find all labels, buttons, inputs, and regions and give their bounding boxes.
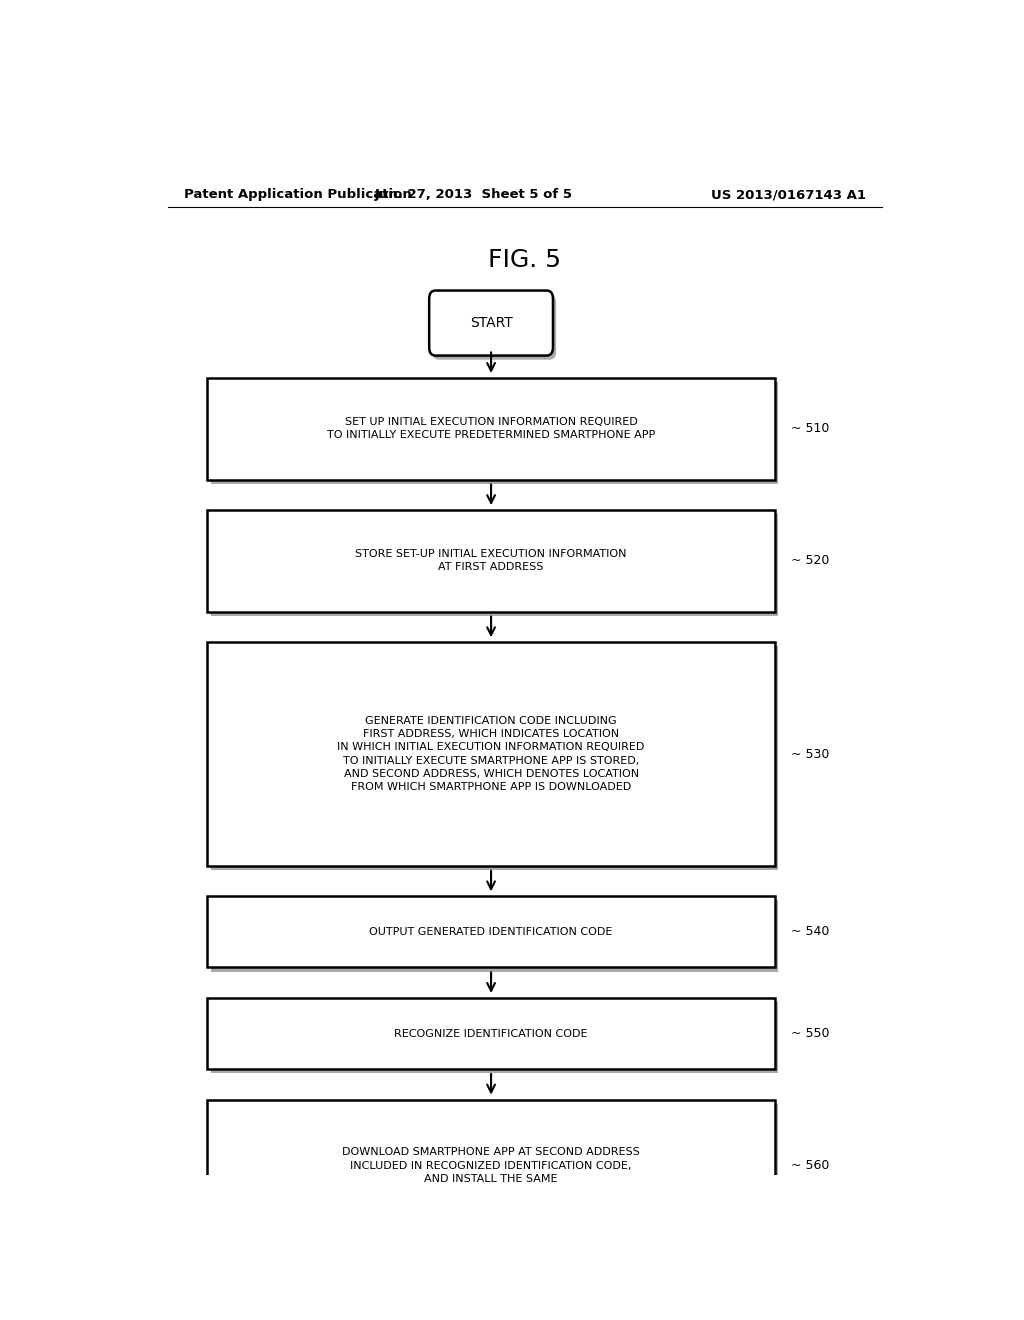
Text: STORE SET-UP INITIAL EXECUTION INFORMATION
AT FIRST ADDRESS: STORE SET-UP INITIAL EXECUTION INFORMATI… — [355, 549, 627, 573]
FancyBboxPatch shape — [207, 510, 775, 611]
Text: US 2013/0167143 A1: US 2013/0167143 A1 — [711, 189, 866, 202]
Text: Jun. 27, 2013  Sheet 5 of 5: Jun. 27, 2013 Sheet 5 of 5 — [374, 189, 572, 202]
Text: OUTPUT GENERATED IDENTIFICATION CODE: OUTPUT GENERATED IDENTIFICATION CODE — [370, 927, 612, 937]
FancyBboxPatch shape — [211, 381, 778, 483]
FancyBboxPatch shape — [207, 378, 775, 479]
Text: RECOGNIZE IDENTIFICATION CODE: RECOGNIZE IDENTIFICATION CODE — [394, 1028, 588, 1039]
Text: START: START — [470, 315, 512, 330]
Text: ~ 530: ~ 530 — [791, 747, 829, 760]
Text: FIG. 5: FIG. 5 — [488, 248, 561, 272]
FancyBboxPatch shape — [207, 1100, 775, 1232]
Text: ~ 520: ~ 520 — [791, 554, 829, 568]
Text: Patent Application Publication: Patent Application Publication — [183, 189, 412, 202]
Text: ~ 540: ~ 540 — [791, 925, 829, 939]
Text: ~ 560: ~ 560 — [791, 1159, 829, 1172]
FancyBboxPatch shape — [429, 290, 553, 355]
FancyBboxPatch shape — [207, 1262, 775, 1320]
FancyBboxPatch shape — [207, 896, 775, 968]
Text: SET UP INITIAL EXECUTION INFORMATION REQUIRED
TO INITIALLY EXECUTE PREDETERMINED: SET UP INITIAL EXECUTION INFORMATION REQ… — [327, 417, 655, 441]
FancyBboxPatch shape — [211, 1266, 778, 1320]
Text: ~ 550: ~ 550 — [791, 1027, 829, 1040]
FancyBboxPatch shape — [211, 647, 778, 870]
FancyBboxPatch shape — [211, 1002, 778, 1073]
Text: GENERATE IDENTIFICATION CODE INCLUDING
FIRST ADDRESS, WHICH INDICATES LOCATION
I: GENERATE IDENTIFICATION CODE INCLUDING F… — [337, 715, 645, 792]
FancyBboxPatch shape — [207, 643, 775, 866]
Text: ~ 510: ~ 510 — [791, 422, 829, 436]
FancyBboxPatch shape — [211, 1104, 778, 1236]
FancyBboxPatch shape — [211, 900, 778, 972]
FancyBboxPatch shape — [211, 515, 778, 616]
FancyBboxPatch shape — [207, 998, 775, 1069]
Text: DOWNLOAD SMARTPHONE APP AT SECOND ADDRESS
INCLUDED IN RECOGNIZED IDENTIFICATION : DOWNLOAD SMARTPHONE APP AT SECOND ADDRES… — [342, 1147, 640, 1184]
FancyBboxPatch shape — [432, 294, 556, 359]
